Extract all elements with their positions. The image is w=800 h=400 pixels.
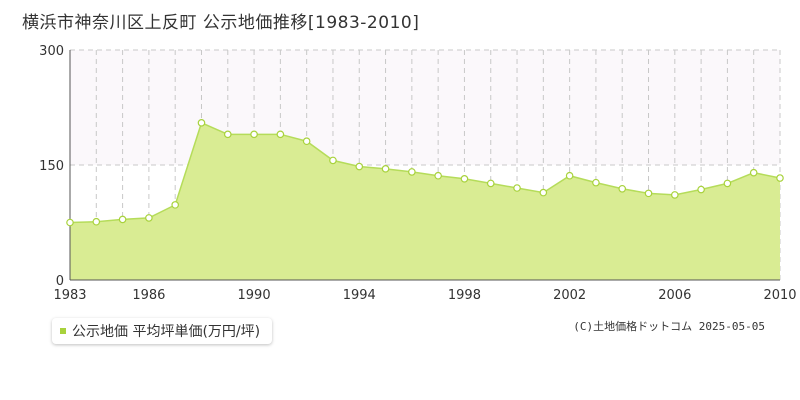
y-tick-label: 150 <box>39 159 64 174</box>
data-point <box>460 175 469 183</box>
x-tick-label: 1983 <box>53 288 86 303</box>
data-point <box>355 162 364 171</box>
upper-band <box>70 50 780 165</box>
data-point <box>486 179 495 188</box>
data-point <box>513 184 521 192</box>
x-tick-label: 1994 <box>343 288 376 303</box>
x-tick-label: 1986 <box>132 288 165 303</box>
legend-swatch <box>60 328 66 334</box>
data-point <box>671 191 679 199</box>
data-point <box>618 184 627 193</box>
data-point <box>118 215 127 224</box>
data-point <box>66 218 74 227</box>
x-tick-label: 1998 <box>448 288 481 303</box>
data-point <box>329 156 337 165</box>
series-line <box>69 121 781 224</box>
legend-label: 公示地価 平均坪単価(万円/坪) <box>72 324 261 340</box>
data-point <box>276 130 285 139</box>
series-area <box>70 122 780 280</box>
data-point <box>749 168 758 177</box>
data-point <box>92 217 101 226</box>
y-tick-label: 0 <box>56 274 64 289</box>
data-point <box>723 179 732 188</box>
y-tick-label: 300 <box>39 44 64 59</box>
data-point <box>776 174 784 182</box>
x-tick-label: 2002 <box>553 288 586 303</box>
data-point <box>381 165 390 173</box>
chart-title: 横浜市神奈川区上反町 公示地価推移[1983-2010] <box>22 13 420 33</box>
data-point <box>565 171 574 180</box>
copyright-credit: (C)土地価格ドットコム 2025-05-05 <box>573 320 765 333</box>
data-point <box>434 171 442 180</box>
data-point <box>539 188 548 197</box>
x-tick-label: 2010 <box>763 288 796 303</box>
data-point <box>171 201 179 209</box>
data-point <box>250 130 258 139</box>
chart-legend: 公示地価 平均坪単価(万円/坪) <box>52 318 273 344</box>
data-point <box>697 185 705 194</box>
data-point <box>223 130 232 139</box>
data-point <box>408 168 416 176</box>
x-tick-label: 2006 <box>658 288 691 303</box>
data-point <box>302 137 311 146</box>
data-point <box>145 214 153 222</box>
x-tick-label: 1990 <box>238 288 271 303</box>
data-point <box>644 189 653 198</box>
data-point <box>197 119 206 127</box>
data-point <box>592 178 600 187</box>
